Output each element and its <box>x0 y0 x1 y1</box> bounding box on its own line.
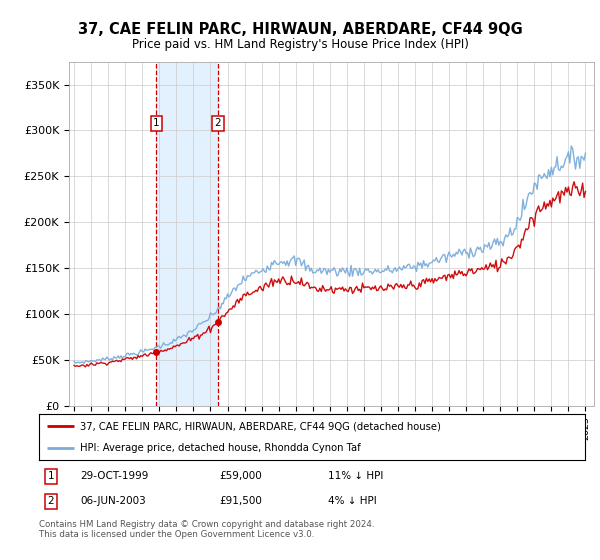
Text: £59,000: £59,000 <box>219 471 262 481</box>
Text: 1: 1 <box>47 471 55 481</box>
Text: 2: 2 <box>214 118 221 128</box>
Text: HPI: Average price, detached house, Rhondda Cynon Taf: HPI: Average price, detached house, Rhon… <box>80 444 361 454</box>
Text: 4% ↓ HPI: 4% ↓ HPI <box>328 496 377 506</box>
Text: 1: 1 <box>153 118 160 128</box>
Text: 11% ↓ HPI: 11% ↓ HPI <box>328 471 384 481</box>
Text: 06-JUN-2003: 06-JUN-2003 <box>80 496 146 506</box>
Bar <box>157 62 218 406</box>
Text: £91,500: £91,500 <box>219 496 262 506</box>
Text: 2: 2 <box>47 496 55 506</box>
Text: 37, CAE FELIN PARC, HIRWAUN, ABERDARE, CF44 9QG: 37, CAE FELIN PARC, HIRWAUN, ABERDARE, C… <box>77 22 523 38</box>
Text: Contains HM Land Registry data © Crown copyright and database right 2024.
This d: Contains HM Land Registry data © Crown c… <box>39 520 374 539</box>
Text: Price paid vs. HM Land Registry's House Price Index (HPI): Price paid vs. HM Land Registry's House … <box>131 38 469 51</box>
Text: 37, CAE FELIN PARC, HIRWAUN, ABERDARE, CF44 9QG (detached house): 37, CAE FELIN PARC, HIRWAUN, ABERDARE, C… <box>80 421 441 431</box>
Text: 29-OCT-1999: 29-OCT-1999 <box>80 471 148 481</box>
